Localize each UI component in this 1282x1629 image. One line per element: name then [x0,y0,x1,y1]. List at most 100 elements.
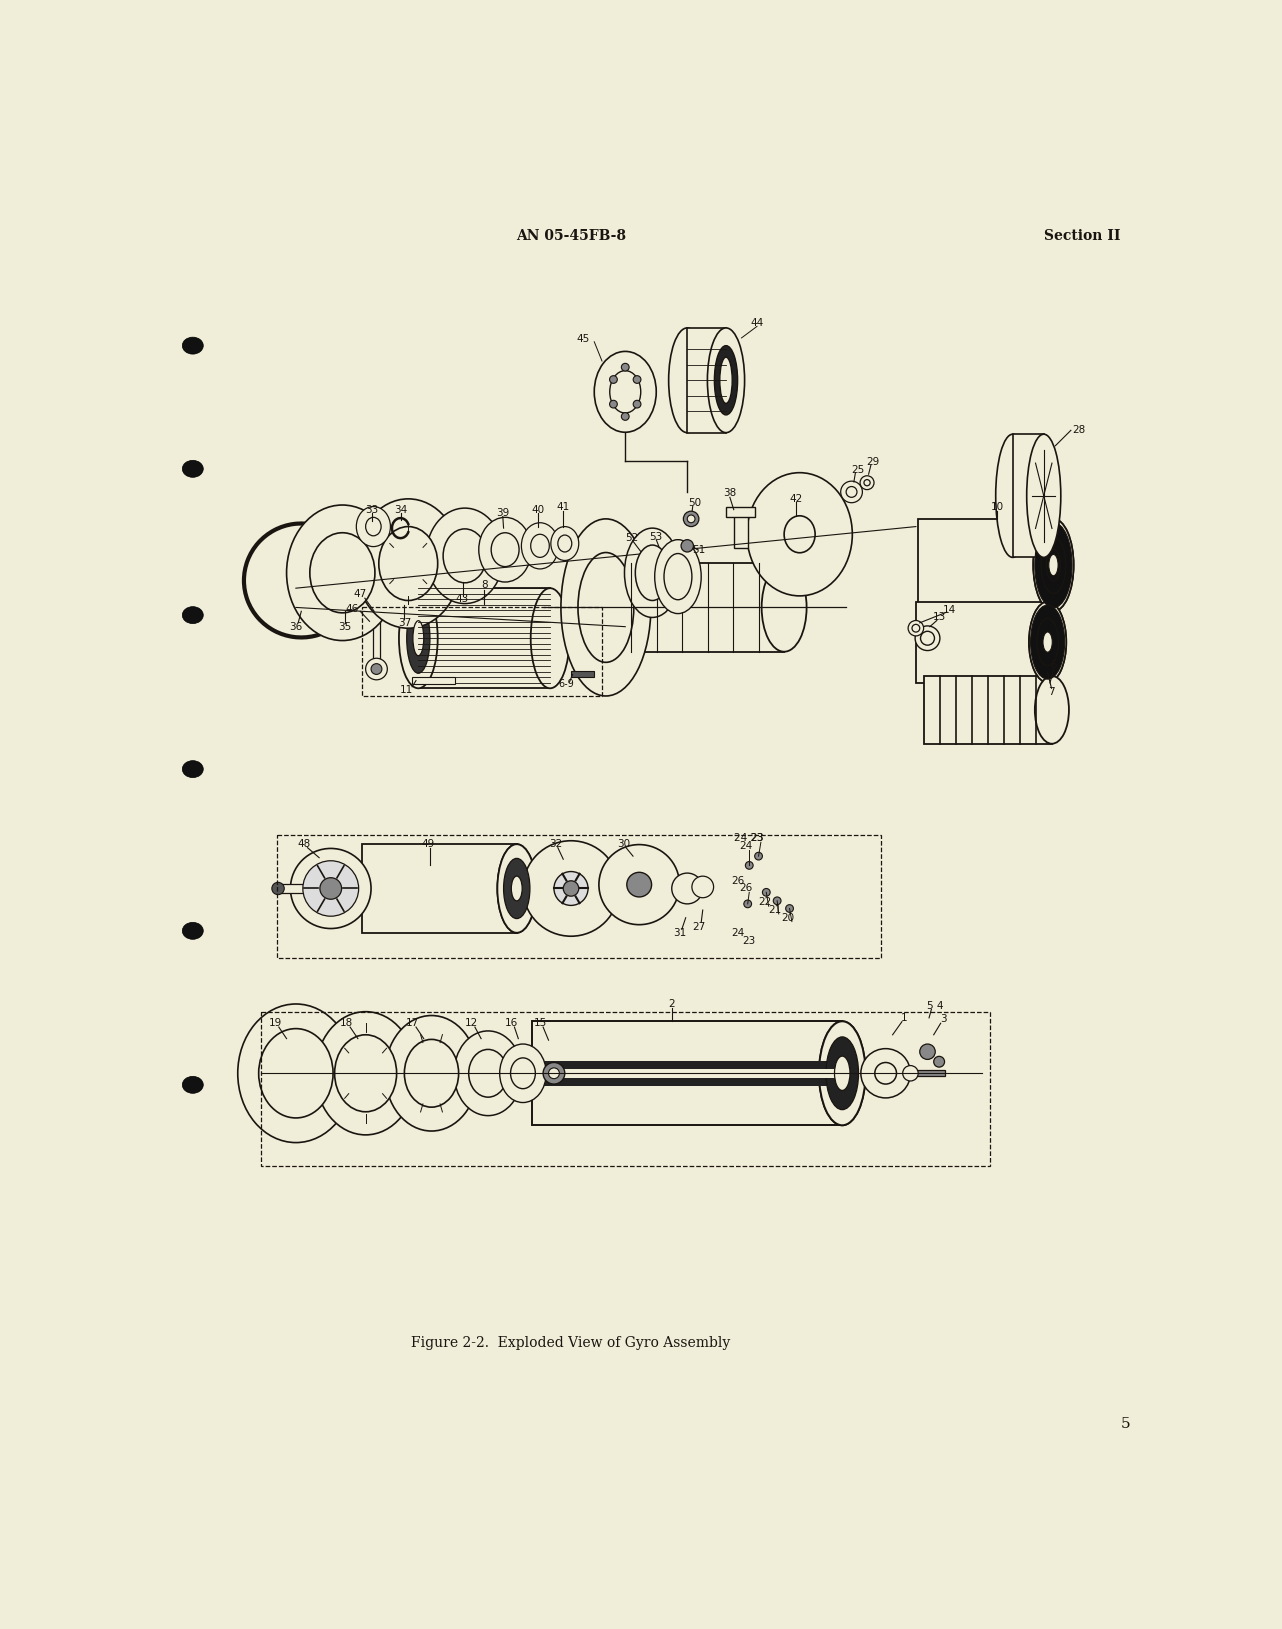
Ellipse shape [182,337,204,353]
Ellipse shape [669,327,706,433]
Ellipse shape [1029,601,1067,683]
Ellipse shape [1041,536,1065,593]
Bar [606,564,785,652]
Text: 26: 26 [731,876,745,886]
Circle shape [915,626,940,650]
Circle shape [912,624,919,632]
Circle shape [633,401,641,407]
Ellipse shape [378,526,437,601]
Ellipse shape [522,523,559,569]
Ellipse shape [785,516,815,552]
Ellipse shape [819,1021,865,1126]
Text: 44: 44 [750,318,764,327]
Circle shape [622,412,629,420]
Text: 49: 49 [420,839,435,849]
Ellipse shape [491,533,519,567]
Ellipse shape [365,518,381,536]
Circle shape [681,539,694,552]
Text: 53: 53 [650,531,663,541]
Ellipse shape [1033,520,1073,611]
Text: 24: 24 [738,841,753,850]
Bar [373,611,379,661]
Text: 40: 40 [532,505,545,515]
Circle shape [365,658,387,679]
Ellipse shape [182,922,204,940]
Ellipse shape [406,603,429,673]
Text: 12: 12 [465,1018,478,1028]
Ellipse shape [1031,604,1064,679]
Circle shape [627,872,651,898]
Ellipse shape [578,552,633,663]
Text: 35: 35 [338,622,351,632]
Ellipse shape [454,1031,522,1116]
Circle shape [846,487,856,497]
Ellipse shape [512,876,522,901]
Ellipse shape [444,529,487,583]
Ellipse shape [583,564,628,652]
Circle shape [755,852,763,860]
Ellipse shape [835,1056,850,1090]
Bar [910,1070,945,1077]
Circle shape [599,844,679,925]
Bar [570,671,595,676]
Circle shape [291,849,370,929]
Text: 21: 21 [768,906,782,915]
Ellipse shape [500,1044,546,1103]
Text: 13: 13 [932,613,946,622]
Circle shape [554,872,588,906]
Ellipse shape [469,1049,508,1098]
Text: 51: 51 [692,544,705,555]
Circle shape [563,881,578,896]
Circle shape [622,363,629,371]
Text: 11: 11 [400,684,413,696]
Text: 37: 37 [397,617,412,627]
Ellipse shape [399,588,437,689]
Text: 26: 26 [738,883,753,893]
Text: 22: 22 [758,898,772,907]
Ellipse shape [497,844,536,933]
Circle shape [687,515,695,523]
Text: 24: 24 [731,929,745,938]
Ellipse shape [558,534,572,552]
Circle shape [672,873,703,904]
Ellipse shape [182,606,204,624]
Circle shape [320,878,341,899]
Bar [918,520,1054,611]
Ellipse shape [610,371,641,414]
Ellipse shape [664,554,692,599]
Circle shape [841,481,863,503]
Ellipse shape [504,858,529,919]
Ellipse shape [747,472,853,596]
Ellipse shape [551,526,578,560]
Text: 6: 6 [1050,660,1058,670]
Text: 8: 8 [481,580,487,590]
Ellipse shape [531,534,549,557]
Text: 25: 25 [851,464,864,474]
Bar [418,588,550,689]
Ellipse shape [356,507,391,547]
Circle shape [933,1056,945,1067]
Ellipse shape [182,461,204,477]
Text: 30: 30 [617,839,631,849]
Circle shape [303,860,359,915]
Circle shape [744,901,751,907]
Circle shape [633,376,641,383]
Bar [532,1060,842,1085]
Ellipse shape [259,1028,333,1117]
Text: 2: 2 [668,999,676,1008]
Ellipse shape [531,588,569,689]
Circle shape [908,621,923,635]
Circle shape [864,479,870,485]
Circle shape [920,632,935,645]
Text: 36: 36 [290,622,303,632]
Ellipse shape [497,844,536,933]
Ellipse shape [315,1012,415,1135]
Text: 27: 27 [692,922,705,932]
Circle shape [860,476,874,490]
Bar [532,1069,842,1078]
Ellipse shape [287,505,399,640]
Bar [281,885,308,893]
Text: 19: 19 [268,1018,282,1028]
Ellipse shape [1044,632,1053,652]
Text: 48: 48 [297,839,310,849]
